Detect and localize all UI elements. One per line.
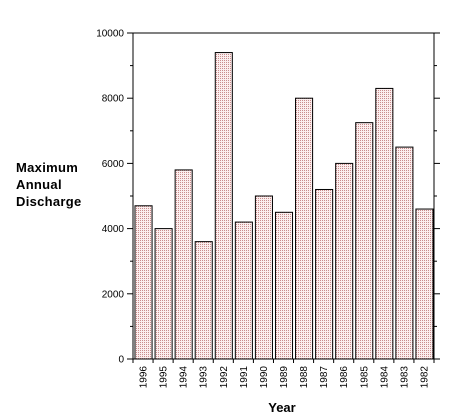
- y-tick-label: 0: [118, 355, 124, 366]
- x-tick-label-1995: 1995: [159, 366, 170, 389]
- bar-1986: [335, 162, 354, 360]
- bar-1984: [375, 87, 394, 360]
- x-axis-label: Year: [268, 400, 295, 415]
- bar-1985: [355, 122, 374, 360]
- y-axis-label-line-2: Annual: [16, 177, 62, 192]
- x-tick-label-1996: 1996: [139, 366, 150, 389]
- y-tick-label: 2000: [102, 289, 125, 300]
- x-tick-label-1994: 1994: [179, 366, 190, 389]
- bar-1992: [214, 52, 233, 360]
- x-tick-label-1990: 1990: [259, 366, 270, 389]
- bar-1993: [194, 241, 213, 360]
- bar-1989: [274, 211, 294, 360]
- bars-group: [134, 52, 434, 360]
- bar-1996: [134, 205, 153, 360]
- bar-1988: [295, 97, 314, 360]
- x-tick-label-1993: 1993: [199, 366, 210, 389]
- x-tick-label-1986: 1986: [339, 366, 350, 389]
- y-ticks-group: 0 2000 4000 6000 8000 10000: [96, 29, 440, 366]
- x-ticks-group: 1996 1995 1994 1993 1992 1991 1990 1989 1988 1987…: [132, 359, 435, 389]
- y-axis-label-line-1: Maximum: [16, 160, 79, 175]
- x-tick-label-1988: 1988: [299, 366, 310, 389]
- x-tick-label-1992: 1992: [219, 366, 230, 389]
- bar-1994: [174, 169, 193, 360]
- x-tick-label-1982: 1982: [419, 366, 430, 389]
- x-tick-label-1983: 1983: [399, 366, 410, 389]
- y-tick-label: 10000: [96, 29, 124, 40]
- x-tick-label-1987: 1987: [319, 366, 330, 389]
- y-tick-label: 4000: [102, 224, 125, 235]
- x-tick-label-1984: 1984: [379, 366, 390, 389]
- bar-1982: [415, 208, 434, 360]
- y-axis-label-line-3: Discharge: [16, 194, 82, 209]
- bar-1990: [254, 195, 273, 360]
- bar-1991: [234, 221, 253, 360]
- x-tick-label-1991: 1991: [239, 366, 250, 389]
- y-tick-label: 6000: [102, 159, 125, 170]
- x-tick-label-1989: 1989: [279, 366, 290, 389]
- bar-1995: [154, 228, 173, 360]
- bar-1987: [315, 188, 334, 360]
- y-tick-label: 8000: [102, 94, 125, 105]
- bar-1983: [395, 146, 414, 360]
- x-tick-label-1985: 1985: [359, 366, 370, 389]
